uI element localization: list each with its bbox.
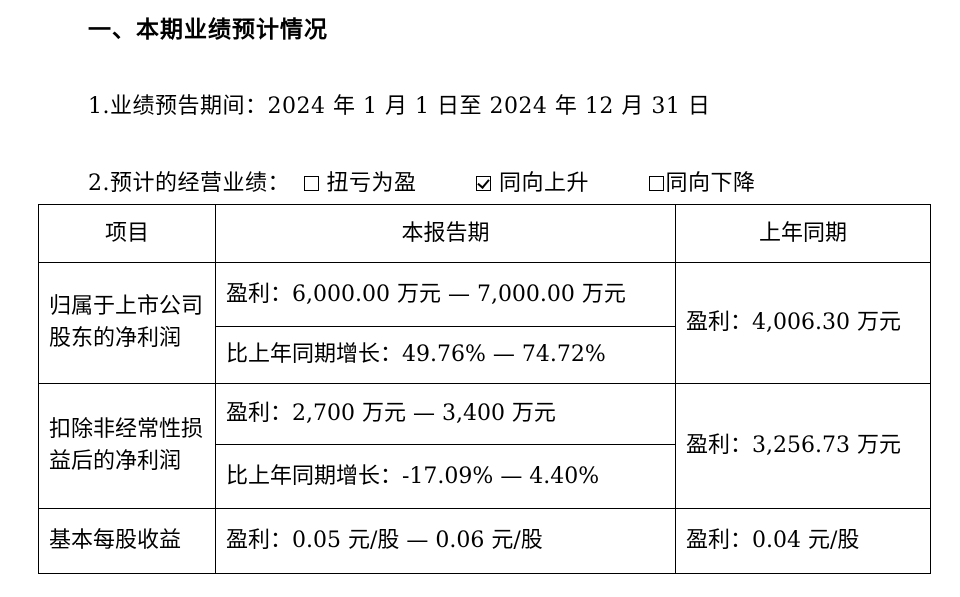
forecast-period: 1.业绩预告期间：2024 年 1 月 1 日至 2024 年 12 月 31 …	[88, 88, 710, 120]
option-increase: 同向上升	[476, 165, 589, 197]
expected-performance: 2.预计的经营业绩： 扭亏为盈 同向上升 同向下降	[88, 165, 756, 197]
header-prior-period: 上年同期	[675, 204, 931, 263]
forecast-period-value: 2024 年 1 月 1 日至 2024 年 12 月 31 日	[267, 94, 711, 119]
deducted-profit-prior: 盈利：3,256.73 万元	[675, 383, 931, 509]
section-heading: 一、本期业绩预计情况	[88, 17, 328, 43]
table-row: 比上年同期增长：-17.09% — 4.40%	[39, 444, 931, 509]
table-row: 比上年同期增长：49.76% — 74.72%	[39, 326, 931, 384]
option-turnaround-label: 扭亏为盈	[326, 171, 417, 196]
table-row: 基本每股收益 盈利：0.05 元/股 — 0.06 元/股 盈利：0.04 元/…	[38, 508, 931, 574]
performance-table: 项目 本报告期 上年同期 归属于上市公司股东的净利润 盈利：6,000.00 万…	[38, 204, 931, 574]
forecast-period-label: 1.业绩预告期间：	[88, 94, 268, 119]
option-increase-label: 同向上升	[499, 171, 590, 196]
row-label-eps: 基本每股收益	[38, 508, 216, 574]
option-turnaround: 扭亏为盈	[303, 165, 417, 197]
eps-current: 盈利：0.05 元/股 — 0.06 元/股	[215, 508, 676, 574]
eps-prior: 盈利：0.04 元/股	[675, 508, 931, 574]
row-label-net-profit: 归属于上市公司股东的净利润	[38, 262, 216, 384]
checkbox-unchecked-icon	[303, 176, 319, 191]
header-item: 项目	[38, 204, 216, 263]
checkbox-checked-icon	[476, 176, 492, 191]
table-row: 归属于上市公司股东的净利润 盈利：6,000.00 万元 — 7,000.00 …	[38, 262, 931, 384]
expected-performance-label: 2.预计的经营业绩：	[88, 171, 290, 196]
deducted-profit-current: 盈利：2,700 万元 — 3,400 万元	[215, 383, 676, 445]
deducted-profit-growth: 比上年同期增长：-17.09% — 4.40%	[215, 444, 676, 509]
checkbox-unchecked-icon	[648, 176, 664, 191]
net-profit-prior: 盈利：4,006.30 万元	[675, 262, 931, 384]
table-header-row: 项目 本报告期 上年同期	[38, 204, 931, 263]
option-decrease-label: 同向下降	[665, 171, 756, 196]
net-profit-growth: 比上年同期增长：49.76% — 74.72%	[215, 326, 676, 384]
net-profit-current: 盈利：6,000.00 万元 — 7,000.00 万元	[215, 262, 676, 327]
row-label-deducted-profit: 扣除非经常性损益后的净利润	[38, 383, 216, 509]
table-row: 扣除非经常性损益后的净利润 盈利：2,700 万元 — 3,400 万元 盈利：…	[38, 383, 931, 509]
header-current-period: 本报告期	[215, 204, 676, 263]
option-decrease: 同向下降	[648, 165, 756, 197]
